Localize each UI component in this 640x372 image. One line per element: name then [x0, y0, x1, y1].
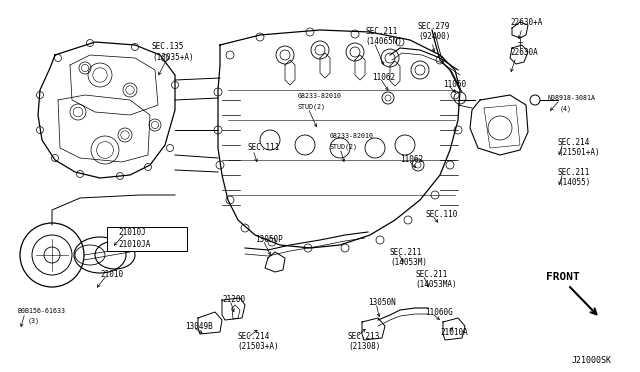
- Text: 13050P: 13050P: [255, 235, 283, 244]
- Text: 22630A: 22630A: [510, 48, 538, 57]
- Text: (21501+A): (21501+A): [558, 148, 600, 157]
- Text: 13050N: 13050N: [368, 298, 396, 307]
- Text: (3): (3): [28, 318, 40, 324]
- Text: 21010A: 21010A: [440, 328, 468, 337]
- Text: SEC.213: SEC.213: [348, 332, 380, 341]
- Text: STUD(2): STUD(2): [298, 103, 326, 109]
- Text: 22630+A: 22630+A: [510, 18, 542, 27]
- Text: (14055): (14055): [558, 178, 590, 187]
- Text: 21010J: 21010J: [118, 228, 146, 237]
- Text: SEC.111: SEC.111: [248, 143, 280, 152]
- Text: STUD(2): STUD(2): [330, 143, 358, 150]
- Text: SEC.211: SEC.211: [390, 248, 422, 257]
- Text: SEC.211: SEC.211: [558, 168, 590, 177]
- Text: 11060: 11060: [443, 80, 466, 89]
- Text: SEC.214: SEC.214: [558, 138, 590, 147]
- Text: (14053M): (14053M): [390, 258, 427, 267]
- Text: SEC.211: SEC.211: [415, 270, 447, 279]
- Text: N08918-3081A: N08918-3081A: [548, 95, 596, 101]
- Text: FRONT: FRONT: [546, 272, 580, 282]
- Text: SEC.279: SEC.279: [418, 22, 451, 31]
- Text: SEC.110: SEC.110: [426, 210, 458, 219]
- Text: SEC.135: SEC.135: [152, 42, 184, 51]
- Text: J21000SK: J21000SK: [572, 356, 612, 365]
- Text: (21503+A): (21503+A): [237, 342, 278, 351]
- Text: 11062: 11062: [400, 155, 423, 164]
- Text: (13035+A): (13035+A): [152, 53, 194, 62]
- Text: (92400): (92400): [418, 32, 451, 41]
- Text: SEC.211: SEC.211: [365, 27, 397, 36]
- Text: 21010JA: 21010JA: [118, 240, 150, 249]
- Text: 11060G: 11060G: [425, 308, 452, 317]
- Text: 11062: 11062: [372, 73, 395, 82]
- Text: (4): (4): [560, 105, 572, 112]
- Text: (21308): (21308): [348, 342, 380, 351]
- Text: B0B156-61633: B0B156-61633: [18, 308, 66, 314]
- Text: 13049B: 13049B: [185, 322, 212, 331]
- Text: (14065N): (14065N): [365, 37, 402, 46]
- Text: SEC.214: SEC.214: [237, 332, 269, 341]
- Text: 21010: 21010: [100, 270, 123, 279]
- Text: 08233-82010: 08233-82010: [330, 133, 374, 139]
- Text: 08233-82010: 08233-82010: [298, 93, 342, 99]
- Text: (14053MA): (14053MA): [415, 280, 456, 289]
- Text: 21200: 21200: [222, 295, 245, 304]
- FancyBboxPatch shape: [107, 227, 187, 251]
